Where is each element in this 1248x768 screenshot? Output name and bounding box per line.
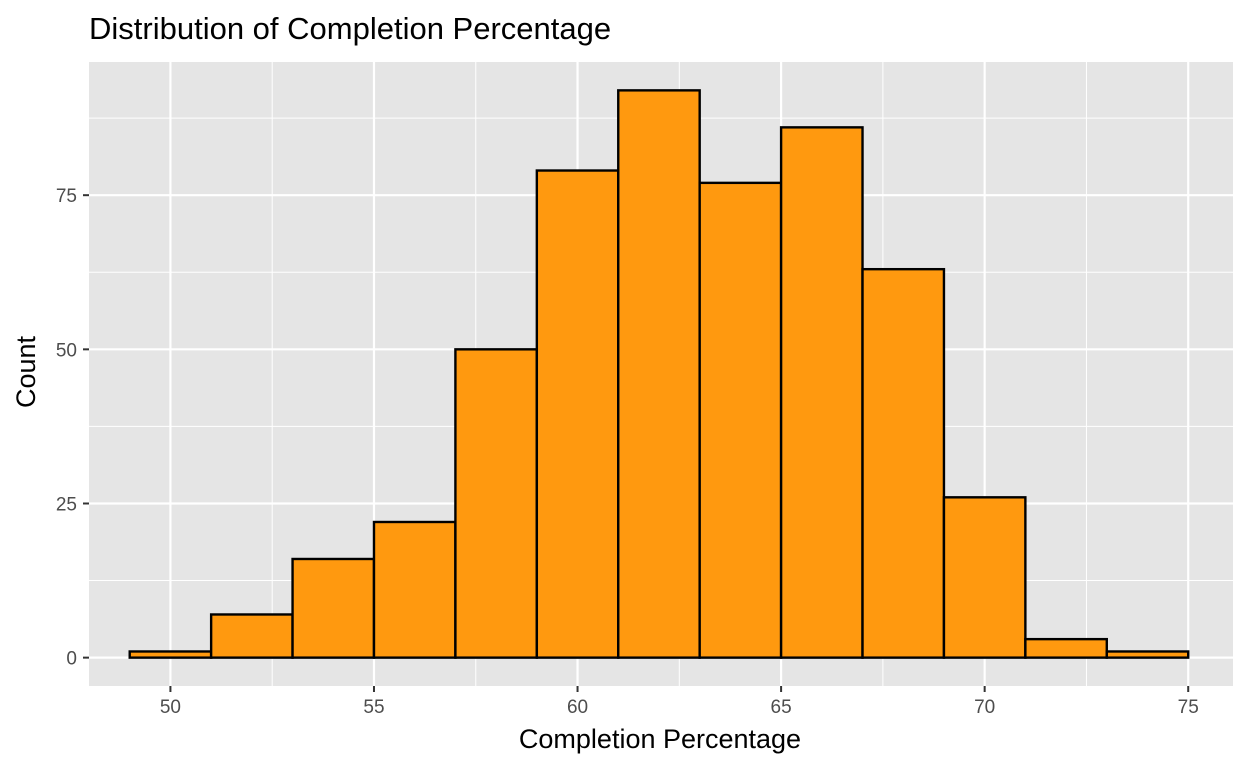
histogram-bar (454, 348, 539, 659)
x-tick-label: 55 (363, 697, 384, 718)
histogram-bar (617, 89, 701, 659)
histogram-bar (128, 650, 213, 659)
histogram-bar (1024, 637, 1108, 659)
x-tick-label: 75 (1178, 697, 1199, 718)
y-tick-label: 0 (66, 649, 77, 670)
x-tick-label: 65 (771, 697, 792, 718)
histogram-bar (942, 496, 1027, 659)
histogram-bar (779, 126, 864, 659)
histogram-bar (861, 267, 946, 659)
x-axis: 50 55 60 65 70 75 (160, 686, 1199, 718)
x-tick-label: 60 (567, 697, 588, 718)
y-tick-label: 50 (56, 340, 77, 361)
y-axis-title: Count (11, 335, 41, 408)
chart-title: Distribution of Completion Percentage (89, 11, 611, 46)
y-tick-label: 75 (56, 186, 77, 207)
y-tick-label: 25 (56, 494, 77, 515)
histogram-bar (209, 613, 294, 659)
x-tick-label: 50 (160, 697, 181, 718)
x-axis-title: Completion Percentage (519, 724, 801, 754)
histogram-bars (128, 89, 1190, 659)
histogram-bar (291, 557, 376, 659)
histogram-bar (698, 181, 783, 659)
histogram-bar (1105, 650, 1190, 659)
y-axis: 0 25 50 75 (56, 186, 89, 670)
histogram-bar (372, 520, 457, 659)
x-tick-label: 70 (974, 697, 995, 718)
histogram-bar (535, 169, 620, 659)
